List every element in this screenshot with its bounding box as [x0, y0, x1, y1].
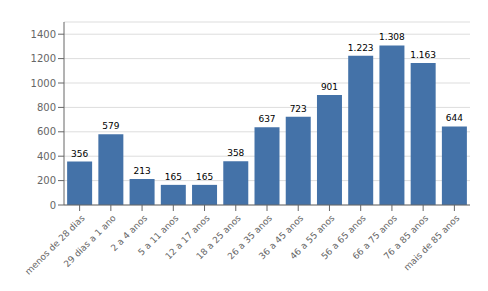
svg-text:1400: 1400 [31, 29, 56, 40]
svg-text:2 a 4 anos: 2 a 4 anos [108, 213, 150, 254]
svg-text:723: 723 [290, 104, 307, 114]
svg-text:46 a 55 anos: 46 a 55 anos [288, 213, 337, 262]
svg-text:29 dias a 1 ano: 29 dias a 1 ano [62, 213, 118, 269]
svg-text:213: 213 [133, 166, 150, 176]
svg-text:644: 644 [446, 113, 463, 123]
svg-text:579: 579 [102, 121, 119, 131]
svg-text:66 a 75 anos: 66 a 75 anos [350, 213, 399, 262]
svg-text:36 a 45 anos: 36 a 45 anos [256, 213, 306, 262]
svg-text:356: 356 [71, 149, 88, 159]
svg-text:800: 800 [37, 102, 56, 113]
svg-text:menos de 28 dias: menos de 28 dias [23, 213, 87, 277]
svg-text:5 a 11 anos: 5 a 11 anos [136, 213, 181, 258]
svg-text:56 a 65 anos: 56 a 65 anos [319, 213, 368, 262]
svg-text:1000: 1000 [31, 78, 56, 89]
svg-text:600: 600 [37, 126, 56, 137]
svg-text:358: 358 [227, 148, 244, 158]
svg-text:637: 637 [258, 114, 275, 124]
svg-text:1.223: 1.223 [348, 43, 374, 53]
svg-text:26 a 35 anos: 26 a 35 anos [225, 213, 275, 262]
svg-text:12 a 17 anos: 12 a 17 anos [163, 213, 212, 262]
svg-text:1200: 1200 [31, 53, 56, 64]
svg-text:400: 400 [37, 151, 56, 162]
svg-text:0: 0 [50, 200, 56, 211]
svg-text:1.163: 1.163 [410, 50, 436, 60]
svg-text:18 a 25 anos: 18 a 25 anos [194, 213, 243, 262]
svg-text:200: 200 [37, 175, 56, 186]
svg-text:165: 165 [165, 172, 182, 182]
svg-text:901: 901 [321, 82, 338, 92]
svg-text:1.308: 1.308 [379, 32, 405, 42]
svg-text:165: 165 [196, 172, 213, 182]
svg-text:mais de 85 anos: mais de 85 anos [402, 213, 462, 273]
svg-text:76 a 85 anos: 76 a 85 anos [381, 213, 431, 262]
